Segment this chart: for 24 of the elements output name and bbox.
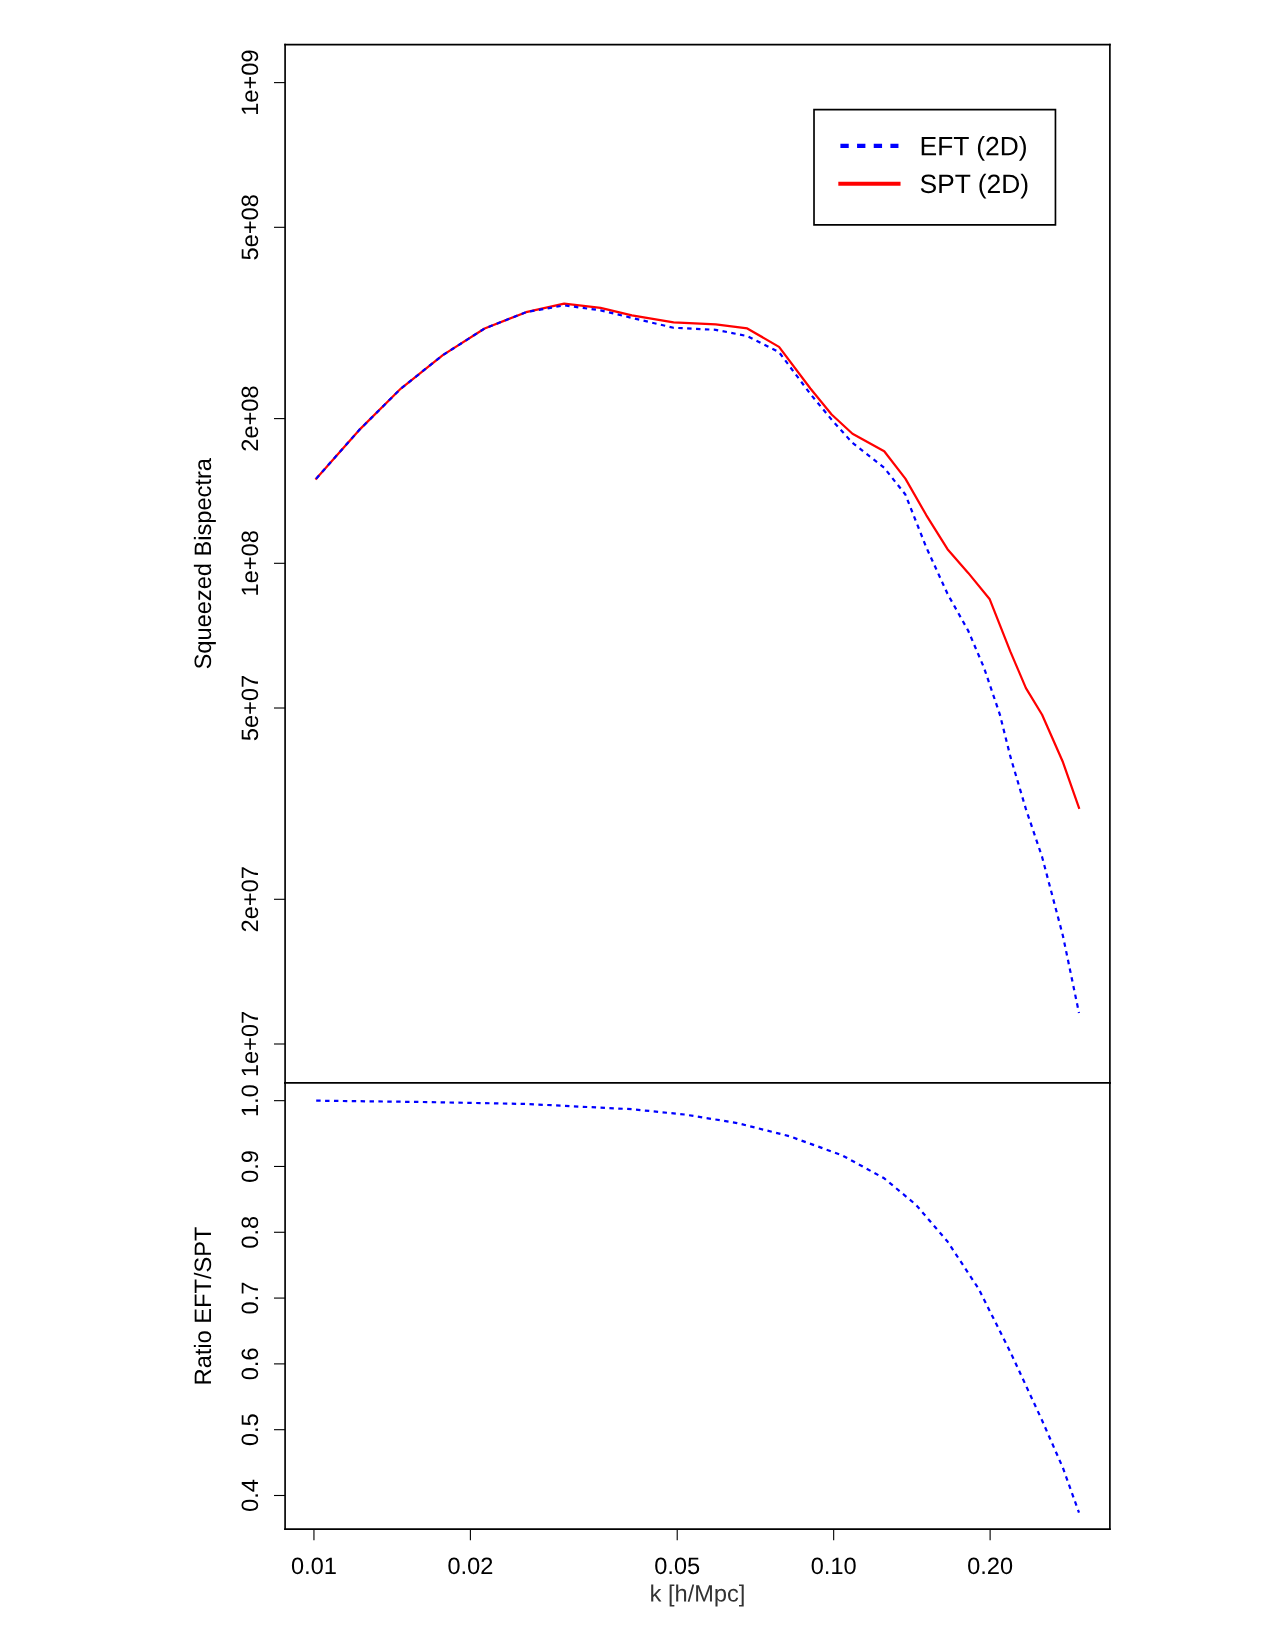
y-axis-title: Squeezed Bispectra — [193, 458, 216, 669]
y-tick-label: 5e+08 — [241, 195, 259, 260]
y-tick-label: 2e+08 — [241, 386, 259, 451]
x-tick-label: 0.02 — [448, 1557, 493, 1575]
y-tick-label: 0.9 — [241, 1151, 259, 1182]
x-tick-label: 0.10 — [811, 1557, 856, 1575]
y-tick-label: 2e+07 — [241, 867, 259, 932]
y-tick-label: 0.6 — [241, 1348, 259, 1380]
y-tick-label: 0.7 — [241, 1282, 259, 1314]
x-tick-label: 0.20 — [968, 1557, 1013, 1575]
x-axis-title: k [h/Mpc] — [651, 1584, 744, 1607]
y-tick-label: 1e+09 — [241, 50, 259, 114]
y-tick-label: 0.4 — [241, 1479, 259, 1511]
y-tick-label: 0.5 — [241, 1414, 259, 1446]
x-tick-label: 0.05 — [655, 1557, 700, 1575]
y-tick-label: 0.8 — [241, 1216, 259, 1248]
y-tick-label: 1e+08 — [241, 531, 259, 595]
y-axis-title: Ratio EFT/SPT — [193, 1227, 212, 1384]
legend-label: SPT (2D) — [920, 173, 1028, 199]
y-tick-label: 1.0 — [241, 1085, 259, 1116]
y-tick-label: 1e+07 — [241, 1012, 259, 1076]
legend-label: EFT (2D) — [921, 136, 1026, 161]
x-tick-label: 0.01 — [291, 1557, 336, 1575]
y-tick-label: 5e+07 — [241, 676, 259, 741]
